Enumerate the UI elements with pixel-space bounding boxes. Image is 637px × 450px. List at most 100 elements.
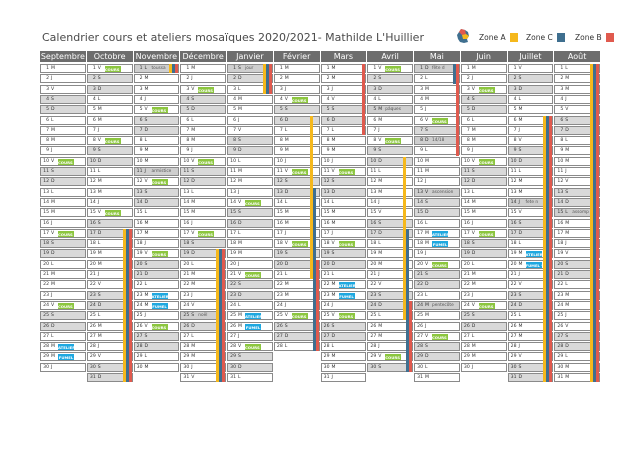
- cours-badge: COURS 40: [151, 179, 173, 186]
- day-cell: 17 V COURS 40: [40, 228, 86, 238]
- weekday-letter: S: [284, 179, 288, 185]
- cours-badge: COURS 40: [478, 302, 501, 309]
- weekday-letter: J: [425, 323, 427, 329]
- day-number: 14: [323, 199, 330, 205]
- day-number: 21: [463, 272, 470, 277]
- day-cell: 30 M: [320, 362, 367, 372]
- day-number: 6: [420, 117, 423, 123]
- day-cell: 30 L: [414, 362, 460, 372]
- day-number: 16: [417, 220, 423, 226]
- weekday-letter: S: [378, 76, 382, 82]
- weekday-letter: V: [425, 261, 429, 267]
- day-cell: 17 M: [133, 228, 180, 238]
- weekday-letter: M: [97, 251, 102, 257]
- day-cell: 13 D: [273, 187, 320, 197]
- day-number: 28: [557, 344, 564, 350]
- day-number: 21: [323, 272, 330, 277]
- day-number: 10: [89, 158, 96, 164]
- weekday-letter: S: [565, 117, 569, 123]
- weekday-letter: L: [144, 354, 148, 360]
- cours-badge: COURS 40: [478, 230, 501, 237]
- weekday-letter: M: [144, 148, 149, 154]
- day-number: 7: [233, 127, 236, 133]
- day-number: 11: [323, 169, 330, 174]
- day-cell: 19 M: [227, 249, 273, 259]
- day-cell: 15 M: [460, 208, 507, 218]
- weekday-letter: D: [284, 333, 289, 339]
- day-number: 4: [279, 96, 283, 102]
- day-number: 4: [513, 96, 517, 102]
- day-number: 31: [417, 375, 423, 380]
- day-number: 6: [233, 117, 236, 123]
- weekday-letter: S: [51, 96, 54, 102]
- weekday-letter: D: [471, 251, 476, 257]
- day-cell: 26 V: [554, 321, 600, 331]
- day-number: 12: [463, 179, 470, 185]
- day-number: 27: [323, 333, 330, 339]
- day-number: 21: [510, 272, 517, 277]
- day-number: 10: [370, 158, 377, 164]
- weekday-letter: M: [191, 354, 196, 360]
- day-cell: 8 V COURS 40: [367, 136, 413, 146]
- zone-b-vacation-bar: [409, 300, 412, 372]
- weekday-letter: M: [378, 179, 383, 185]
- weekday-letter: L: [284, 272, 288, 277]
- day-number: 28: [89, 344, 96, 350]
- day-number: 22: [89, 282, 96, 288]
- day-number: 19: [417, 251, 423, 257]
- day-cell: 13 M: [507, 187, 554, 197]
- weekday-letter: M: [191, 199, 196, 205]
- cours-badge: COURS 40: [245, 344, 267, 351]
- weekday-letter: M: [284, 282, 289, 288]
- day-number: 2: [420, 76, 423, 82]
- day-cell: 12 M: [367, 177, 413, 187]
- day-number: 27: [230, 333, 236, 339]
- day-number: 15: [276, 210, 283, 216]
- day-number: 5: [186, 107, 190, 113]
- weekday-letter: L: [331, 127, 335, 133]
- day-number: 2: [279, 76, 283, 82]
- day-cell: 11 M: [227, 167, 273, 176]
- weekday-letter: S: [97, 292, 101, 298]
- weekday-letter: S: [378, 148, 382, 154]
- day-number: 29: [230, 354, 236, 360]
- day-number: 11: [230, 169, 236, 174]
- day-number: 16: [463, 220, 470, 226]
- weekday-letter: S: [97, 148, 101, 154]
- day-cell: 15 M: [273, 208, 320, 218]
- day-cell: 22 M: [40, 280, 86, 290]
- weekday-letter: J: [238, 261, 240, 267]
- weekday-letter: V: [518, 210, 522, 216]
- day-cell: 30 M: [554, 362, 600, 372]
- cours-badge: COURS 40: [104, 66, 127, 72]
- day-number: 15: [417, 210, 423, 216]
- day-cell: 29 M: [320, 352, 367, 362]
- day-number: 28: [510, 344, 517, 350]
- day-cell: 22 L: [133, 280, 180, 290]
- day-number: 10: [417, 158, 423, 164]
- day-number: 2: [233, 76, 236, 82]
- weekday-letter: S: [518, 292, 522, 298]
- day-number: 6: [186, 117, 190, 123]
- day-cell: 30 J: [460, 362, 507, 372]
- weekday-letter: M: [144, 364, 149, 370]
- day-number: 7: [466, 127, 470, 133]
- day-cell: 21 M: [460, 270, 507, 279]
- weekday-letter: J: [238, 117, 240, 123]
- day-cell: 13 J: [227, 187, 273, 197]
- weekday-letter: V: [518, 354, 522, 360]
- weekday-letter: D: [284, 189, 289, 195]
- day-cell: 23 M ATELIER: [133, 290, 180, 300]
- day-number: 5: [560, 107, 564, 113]
- day-cell: 29 L: [554, 352, 600, 362]
- day-number: 18: [463, 241, 470, 247]
- day-number: 17: [323, 230, 330, 236]
- weekday-letter: M: [378, 189, 383, 195]
- day-number: 14: [183, 199, 190, 205]
